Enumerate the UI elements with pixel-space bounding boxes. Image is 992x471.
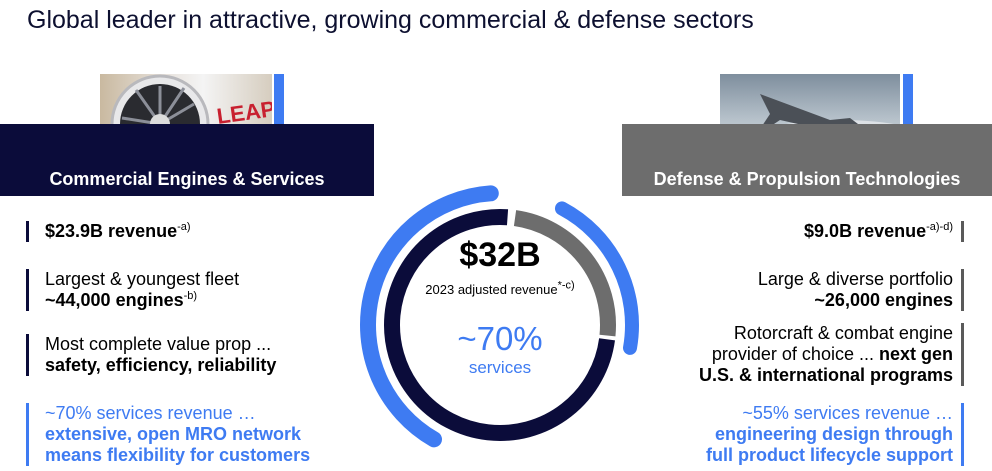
bullet-text: $9.0B revenue [804, 221, 927, 241]
bullet-text: Most complete value prop ... [45, 334, 272, 354]
footnote: -b) [183, 290, 198, 302]
commercial-bullet-services: ~70% services revenue … extensive, open … [26, 403, 310, 466]
commercial-revenue-arc [384, 209, 615, 441]
bullet-text-bold: next gen [878, 344, 953, 364]
footnote: -a) [177, 221, 191, 233]
defense-bullet-portfolio: Large & diverse portfolio ~26,000 engine… [758, 269, 964, 311]
bullet-text-bold: extensive, open MRO network [45, 424, 302, 444]
bullet-text: Rotorcraft & combat engine [733, 323, 953, 343]
photo-accent-bar [274, 74, 284, 158]
bullet-text: ~55% services revenue … [742, 403, 953, 423]
defense-header-panel: Defense & Propulsion Technologies [622, 124, 992, 196]
defense-header-label: Defense & Propulsion Technologies [653, 169, 961, 189]
bullet-text: Largest & youngest fleet [45, 269, 240, 289]
footnote: *-c) [557, 279, 575, 292]
bullet-text-bold: engineering design through [715, 424, 953, 444]
bullet-text: ~70% services revenue … [45, 403, 256, 423]
total-revenue-subtitle: 2023 adjusted revenue*-c) [400, 279, 600, 297]
photo-accent-bar [903, 74, 913, 156]
commercial-bullet-revenue: $23.9B revenue-a) [26, 221, 191, 242]
total-revenue-value: $32B [459, 236, 541, 274]
commercial-bullet-value-prop: Most complete value prop ... safety, eff… [26, 334, 276, 376]
defense-bullet-services: ~55% services revenue … engineering desi… [706, 403, 964, 466]
bullet-text: $23.9B revenue [45, 221, 178, 241]
subtitle-text: 2023 adjusted revenue [425, 282, 558, 297]
bullet-text: Large & diverse portfolio [757, 269, 953, 289]
bullet-text-bold: means flexibility for customers [45, 445, 311, 465]
revenue-ring [360, 185, 639, 448]
footnote: -a)-d) [926, 221, 953, 233]
defense-revenue-arc [513, 210, 616, 337]
bullet-text-bold: safety, efficiency, reliability [45, 355, 277, 375]
services-outer-arc-right [554, 201, 639, 355]
commercial-bullet-fleet: Largest & youngest fleet ~44,000 engines… [26, 269, 239, 311]
services-outer-arc [360, 185, 499, 448]
defense-bullet-rotorcraft: Rotorcraft & combat engine provider of c… [699, 323, 964, 386]
defense-bullet-revenue: $9.0B revenue-a)-d) [804, 221, 964, 242]
services-percent: ~70% [457, 320, 543, 357]
commercial-header-label: Commercial Engines & Services [49, 169, 325, 189]
page-title: Global leader in attractive, growing com… [27, 6, 754, 34]
bullet-text-bold: full product lifecycle support [705, 445, 953, 465]
commercial-header-panel: Commercial Engines & Services [0, 124, 374, 196]
bullet-text-bold: ~44,000 engines [45, 290, 184, 310]
bullet-text-bold: ~26,000 engines [814, 290, 953, 310]
bullet-text-bold: U.S. & international programs [698, 365, 953, 385]
bullet-text: provider of choice ... [711, 344, 879, 364]
services-label: services [468, 358, 532, 377]
